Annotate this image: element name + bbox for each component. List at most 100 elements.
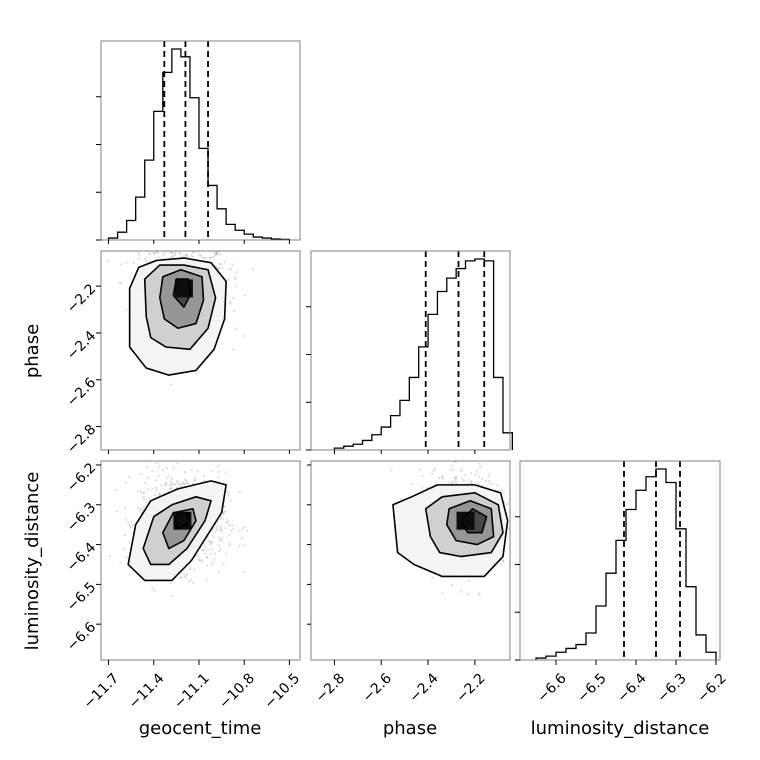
sample-point <box>214 531 217 534</box>
sample-point <box>468 579 471 583</box>
sample-point <box>115 489 118 492</box>
sample-point <box>210 469 213 472</box>
x-axis-label-phase: phase <box>383 718 437 739</box>
x-axis-label-luminosity-distance: luminosity_distance <box>531 718 710 739</box>
sample-point <box>161 469 164 472</box>
sample-point <box>212 255 215 258</box>
sample-point <box>115 510 118 513</box>
sample-point <box>216 529 219 532</box>
sample-point <box>181 481 184 484</box>
sample-point <box>238 545 241 548</box>
sample-point <box>485 479 488 483</box>
sample-point <box>123 547 126 550</box>
sample-point <box>127 521 130 524</box>
sample-point <box>169 486 172 490</box>
sample-point <box>128 526 132 529</box>
sample-point <box>209 541 212 544</box>
sample-point <box>215 252 219 255</box>
sample-point <box>217 570 221 573</box>
sample-point <box>158 493 161 496</box>
sample-point <box>140 511 143 514</box>
sample-point <box>488 482 491 485</box>
sample-point <box>124 481 127 484</box>
sample-point <box>132 261 135 265</box>
sample-point <box>203 256 206 260</box>
contour-level-0 <box>392 484 509 578</box>
sample-point <box>499 563 502 566</box>
marks-layer <box>107 41 717 660</box>
sample-point <box>228 267 231 270</box>
sample-point <box>232 348 235 351</box>
sample-point <box>163 483 167 486</box>
sample-point <box>142 505 145 508</box>
sample-point <box>209 552 213 556</box>
sample-point <box>187 580 190 583</box>
sample-point <box>208 256 211 259</box>
sample-point <box>192 251 195 254</box>
sample-point <box>227 494 230 497</box>
sample-point <box>227 521 230 524</box>
sample-point <box>222 510 225 513</box>
sample-point <box>168 474 171 477</box>
sample-point <box>215 527 218 530</box>
panel-frame-2-0 <box>100 460 301 661</box>
sample-point <box>477 594 481 597</box>
contour-level-1 <box>424 492 504 558</box>
sample-point <box>163 254 166 257</box>
sample-point <box>470 471 473 475</box>
sample-point <box>228 544 231 547</box>
sample-point <box>230 524 234 527</box>
sample-point <box>157 475 160 478</box>
sample-point <box>157 256 160 259</box>
sample-point <box>125 556 128 559</box>
sample-point <box>137 489 140 492</box>
sample-point <box>220 517 223 520</box>
sample-point <box>139 490 142 493</box>
sample-point <box>400 498 403 501</box>
sample-point <box>193 479 197 482</box>
sample-point <box>160 484 163 487</box>
sample-point <box>501 488 504 491</box>
sample-point <box>141 508 144 511</box>
sample-point <box>157 466 160 469</box>
sample-point <box>226 518 229 522</box>
sample-point <box>220 529 223 533</box>
sample-point <box>488 479 491 482</box>
sample-point <box>222 511 225 514</box>
sample-point <box>170 256 174 259</box>
contour-level-3 <box>460 507 488 534</box>
sample-point <box>171 254 174 258</box>
sample-point <box>460 590 463 593</box>
sample-point <box>156 251 159 254</box>
sample-point <box>155 489 158 492</box>
sample-point <box>185 479 188 482</box>
sample-point <box>128 523 131 526</box>
sample-point <box>431 576 434 579</box>
sample-point <box>151 469 154 473</box>
sample-point <box>211 548 214 551</box>
sample-point <box>210 564 214 567</box>
sample-point <box>450 482 454 485</box>
sample-point <box>193 479 196 482</box>
sample-point <box>142 498 145 501</box>
sample-point <box>142 495 146 499</box>
sample-point <box>202 549 205 552</box>
sample-point <box>461 478 464 481</box>
sample-point <box>209 256 213 259</box>
sample-point <box>172 466 175 470</box>
sample-point <box>153 493 157 497</box>
sample-point <box>173 483 176 486</box>
sample-point <box>507 528 510 531</box>
sample-point <box>204 256 207 259</box>
sample-point <box>158 493 161 496</box>
sample-point <box>218 550 221 553</box>
sample-point <box>218 253 221 256</box>
sample-point <box>441 475 444 478</box>
sample-point <box>229 499 232 502</box>
sample-point <box>452 468 455 471</box>
sample-point <box>106 259 109 263</box>
sample-point <box>203 542 206 546</box>
sample-point <box>164 481 167 484</box>
sample-point <box>420 486 423 489</box>
sample-point <box>129 520 133 523</box>
